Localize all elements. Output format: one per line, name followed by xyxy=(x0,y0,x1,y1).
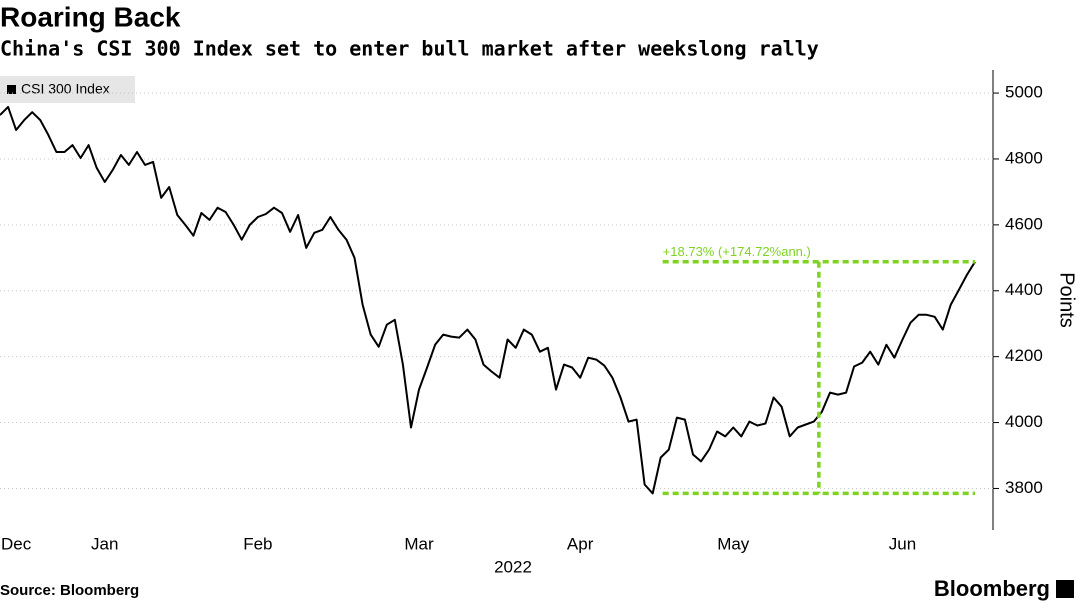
x-tick-label: May xyxy=(717,534,750,553)
chart-subtitle: China's CSI 300 Index set to enter bull … xyxy=(0,37,819,61)
x-tick-label: Feb xyxy=(243,534,272,553)
legend-box xyxy=(0,76,135,103)
brand: Bloomberg xyxy=(934,576,1050,601)
y-tick-label: 4200 xyxy=(1005,346,1043,365)
x-tick-label: Jan xyxy=(91,534,118,553)
legend-label: CSI 300 Index xyxy=(21,81,110,97)
annotation: +18.73% (+174.72%ann.) xyxy=(663,244,811,259)
y-tick-label: 4800 xyxy=(1005,148,1043,167)
legend-swatch xyxy=(7,85,16,94)
source: Source: Bloomberg xyxy=(0,582,139,599)
y-tick-label: 4000 xyxy=(1005,412,1043,431)
y-tick-label: 4600 xyxy=(1005,214,1043,233)
y-tick-label: 3800 xyxy=(1005,478,1043,497)
y-tick-label: 4400 xyxy=(1005,280,1043,299)
x-year-label: 2022 xyxy=(494,557,532,576)
x-tick-label: Mar xyxy=(404,534,434,553)
x-tick-label: Jun xyxy=(889,534,916,553)
y-tick-label: 5000 xyxy=(1005,83,1043,102)
x-tick-label: Dec xyxy=(1,534,32,553)
y-axis-label: Points xyxy=(1056,272,1078,328)
chart-title: Roaring Back xyxy=(0,1,181,32)
brand-icon xyxy=(1056,580,1074,598)
line-series xyxy=(0,105,976,495)
x-tick-label: Apr xyxy=(567,534,594,553)
